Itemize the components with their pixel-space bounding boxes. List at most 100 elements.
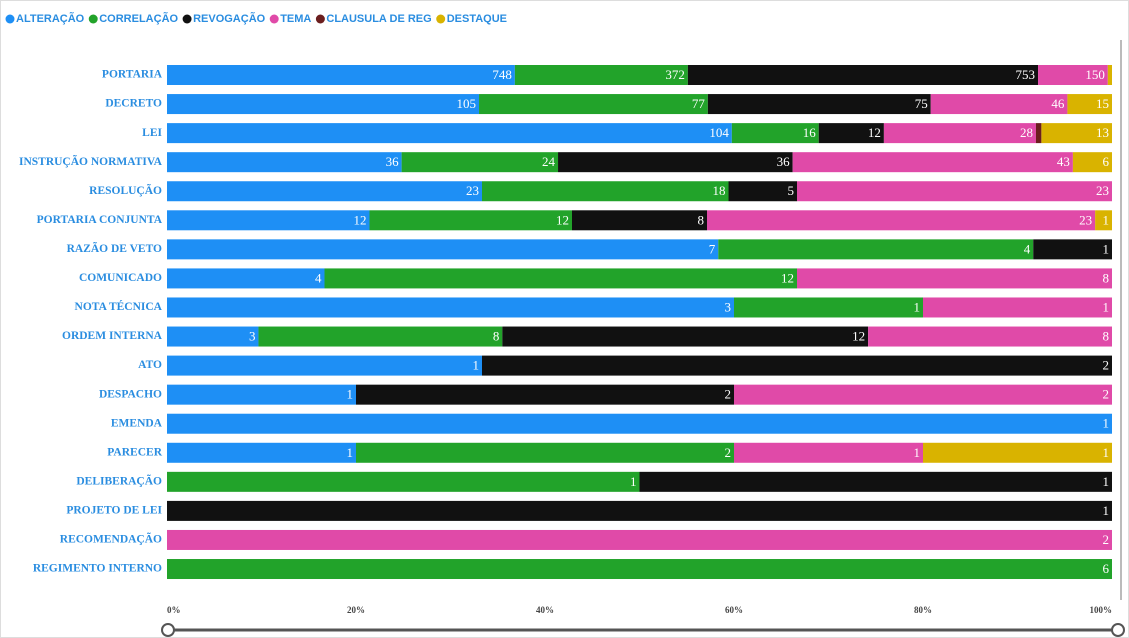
bar-segment xyxy=(514,65,688,85)
category-label: PROJETO DE LEI xyxy=(66,505,162,517)
data-label: 1 xyxy=(1103,474,1110,489)
data-label: 372 xyxy=(665,67,685,82)
bar-segment xyxy=(818,123,884,144)
data-label: 2 xyxy=(725,387,732,402)
bar-segment xyxy=(1095,210,1112,231)
bar-segment xyxy=(734,297,923,318)
data-label: 1 xyxy=(1103,445,1110,460)
category-label: RESOLUÇÃO xyxy=(89,183,162,197)
data-label: 4 xyxy=(315,270,322,285)
x-tick-label: 40% xyxy=(536,605,554,615)
bar-segment xyxy=(1072,152,1112,173)
data-label: 28 xyxy=(1020,125,1033,140)
legend-marker xyxy=(88,14,98,24)
bar-segment xyxy=(167,529,1112,550)
legend-label: ALTERAÇÃO xyxy=(16,12,85,25)
slider-handle[interactable] xyxy=(1111,623,1125,637)
bar-segment xyxy=(731,123,819,144)
category-label: INSTRUÇÃO NORMATIVA xyxy=(19,154,163,168)
bar-segment xyxy=(923,297,1112,318)
data-label: 23 xyxy=(1096,183,1109,198)
data-label: 36 xyxy=(386,154,400,169)
category-label: RECOMENDAÇÃO xyxy=(60,532,162,546)
data-label: 13 xyxy=(1096,125,1109,140)
legend-marker xyxy=(436,14,446,24)
bar-segment xyxy=(167,413,1112,434)
bar-segment xyxy=(167,152,402,173)
bar-segment xyxy=(687,65,1039,85)
bar-segment xyxy=(1041,123,1112,144)
data-label: 4 xyxy=(1024,241,1031,256)
bar-segment xyxy=(734,442,923,463)
data-label: 18 xyxy=(713,183,726,198)
bar-segment xyxy=(718,239,1034,260)
bar-segment xyxy=(167,94,480,115)
bar-segment xyxy=(356,442,734,463)
data-label: 77 xyxy=(692,96,706,111)
bar-segment xyxy=(167,239,719,260)
category-label: ATO xyxy=(138,359,162,371)
data-label: 2 xyxy=(725,445,732,460)
bar-segment xyxy=(868,326,1112,347)
bar-segment xyxy=(167,471,640,492)
data-label: 8 xyxy=(1103,329,1110,344)
data-label: 8 xyxy=(698,212,705,227)
bar-segment xyxy=(707,210,1096,231)
data-label: 12 xyxy=(868,125,881,140)
category-label: PORTARIA CONJUNTA xyxy=(37,214,163,226)
bar-segment xyxy=(734,384,1112,405)
data-label: 753 xyxy=(1016,67,1036,82)
bar-segment xyxy=(167,442,356,463)
category-label: REGIMENTO INTERNO xyxy=(33,563,162,575)
category-label: NOTA TÉCNICA xyxy=(75,299,163,313)
data-label: 24 xyxy=(542,154,556,169)
data-label: 1 xyxy=(1103,241,1110,256)
bar-segment xyxy=(572,210,707,231)
data-label: 23 xyxy=(1079,212,1092,227)
data-label: 16 xyxy=(803,125,817,140)
data-label: 12 xyxy=(852,329,865,344)
bar-segment xyxy=(356,384,734,405)
bar-segment xyxy=(167,500,1112,521)
category-label: ORDEM INTERNA xyxy=(62,330,163,342)
bar-segment xyxy=(883,123,1036,144)
data-label: 3 xyxy=(249,329,256,344)
data-label: 104 xyxy=(709,125,729,140)
bar-segment xyxy=(167,123,732,144)
bar-segment xyxy=(324,268,797,289)
bar-segment xyxy=(728,181,797,202)
bar-segment xyxy=(930,94,1068,115)
legend-label: DESTAQUE xyxy=(447,13,507,25)
bar-segment xyxy=(1107,65,1112,85)
legend-marker xyxy=(269,14,279,24)
data-label: 75 xyxy=(915,96,928,111)
data-label: 2 xyxy=(1103,387,1110,402)
legend-label: CLAUSULA DE REG xyxy=(326,13,431,25)
slider-handle[interactable] xyxy=(161,623,175,637)
bar-segment xyxy=(639,471,1112,492)
x-tick-label: 0% xyxy=(167,605,181,615)
data-label: 1 xyxy=(914,445,921,460)
category-label: DELIBERAÇÃO xyxy=(76,473,162,487)
legend-marker xyxy=(315,14,325,24)
data-label: 15 xyxy=(1096,96,1109,111)
data-label: 748 xyxy=(492,67,512,82)
data-label: 36 xyxy=(777,154,791,169)
legend-label: CORRELAÇÃO xyxy=(99,12,178,25)
bar-segment xyxy=(167,384,356,405)
data-label: 1 xyxy=(1103,416,1110,431)
bar-segment xyxy=(1067,94,1112,115)
bar-segment xyxy=(707,94,931,115)
category-label: DECRETO xyxy=(105,98,162,110)
x-tick-label: 80% xyxy=(914,605,932,615)
data-label: 105 xyxy=(457,96,477,111)
bar-segment xyxy=(369,210,572,231)
data-label: 2 xyxy=(1103,358,1110,373)
data-label: 1 xyxy=(1103,212,1110,227)
data-label: 12 xyxy=(556,212,569,227)
bar-segment xyxy=(167,210,370,231)
x-tick-label: 20% xyxy=(347,605,365,615)
bar-segment xyxy=(1035,123,1042,144)
bar-segment xyxy=(482,181,729,202)
